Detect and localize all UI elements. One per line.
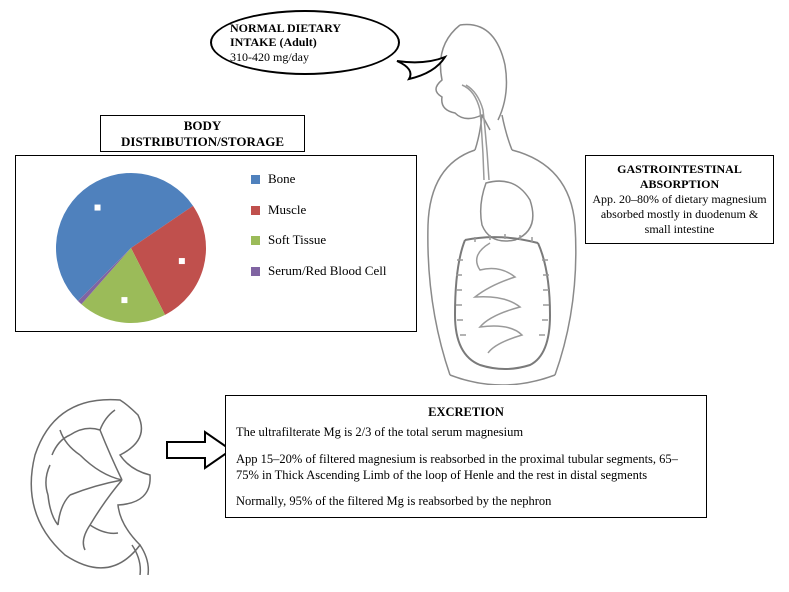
speech-bubble-tail-icon [395,55,455,95]
excretion-p2: App 15–20% of filtered magnesium is reab… [236,451,696,484]
legend-item: Bone [251,171,386,187]
intake-line1: NORMAL DIETARY [230,21,380,35]
legend-item: Muscle [251,202,386,218]
dist-title-l1: BODY [121,118,284,134]
legend-swatch [251,175,260,184]
pie-chart [36,168,226,328]
legend-swatch [251,267,260,276]
pie-marker [121,297,127,303]
excretion-p3: Normally, 95% of the filtered Mg is reab… [236,493,696,509]
excretion-panel: EXCRETION The ultrafilterate Mg is 2/3 o… [225,395,707,518]
excretion-heading: EXCRETION [236,404,696,420]
intake-line2: INTAKE (Adult) [230,35,380,49]
gi-body: App. 20–80% of dietary magnesium absorbe… [592,192,767,237]
pie-legend: Bone Muscle Soft Tissue Serum/Red Blood Cel… [251,171,386,293]
intake-bubble: NORMAL DIETARY INTAKE (Adult) 310-420 mg… [210,10,400,75]
legend-item: Serum/Red Blood Cell [251,263,386,279]
distribution-title: BODY DISTRIBUTION/STORAGE [100,115,305,152]
legend-label: Soft Tissue [268,232,326,248]
dist-title-l2: DISTRIBUTION/STORAGE [121,134,284,150]
legend-label: Muscle [268,202,306,218]
excretion-p1: The ultrafilterate Mg is 2/3 of the tota… [236,424,696,440]
legend-item: Soft Tissue [251,232,386,248]
kidney-icon [10,385,180,575]
gi-heading: GASTROINTESTINAL ABSORPTION [592,162,767,192]
pie-marker [95,205,101,211]
legend-label: Bone [268,171,295,187]
intake-line3: 310-420 mg/day [230,50,380,64]
pie-marker [179,258,185,264]
pie-chart-panel: Bone Muscle Soft Tissue Serum/Red Blood Cel… [15,155,417,332]
gi-absorption-panel: GASTROINTESTINAL ABSORPTION App. 20–80% … [585,155,774,244]
legend-swatch [251,206,260,215]
legend-label: Serum/Red Blood Cell [268,263,386,279]
legend-swatch [251,236,260,245]
